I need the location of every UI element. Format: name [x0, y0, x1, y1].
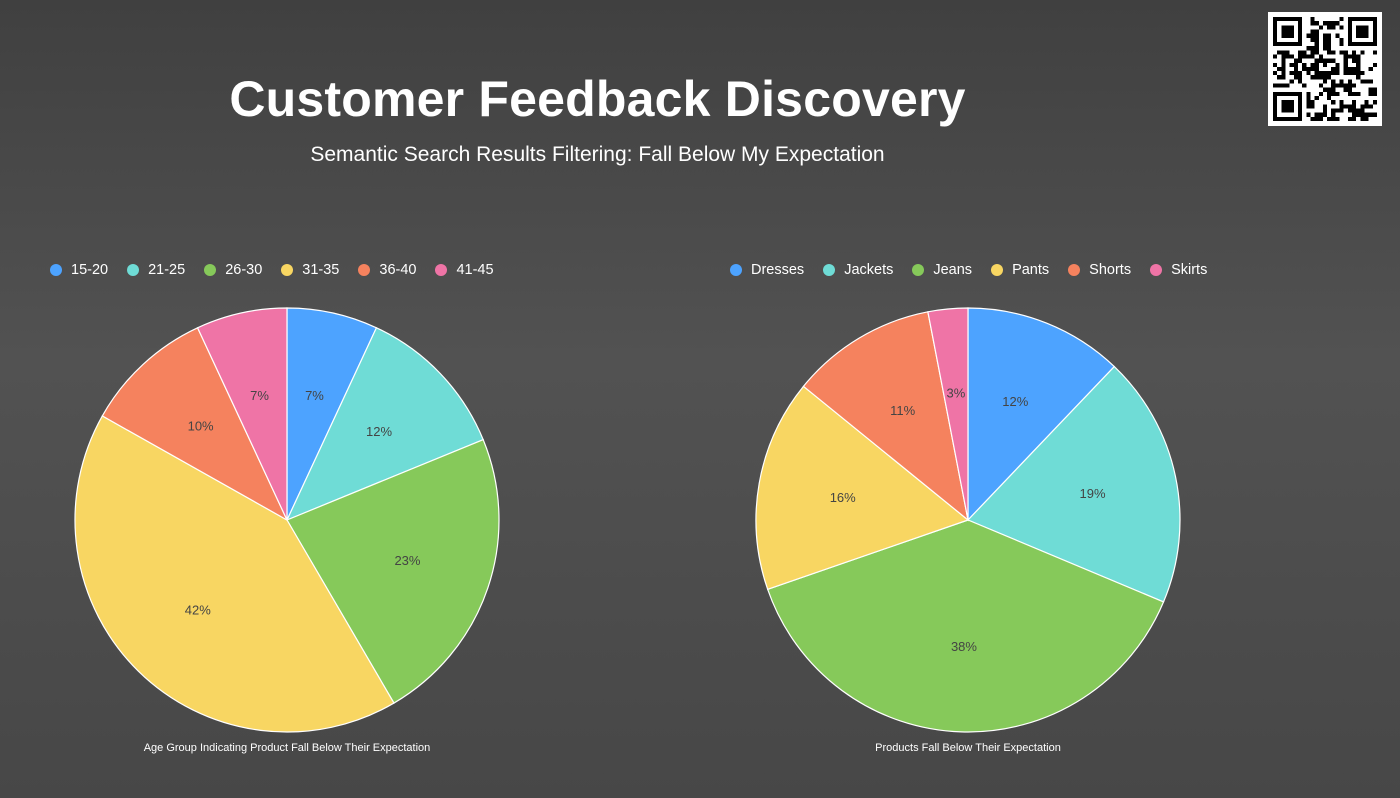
age-group-pie-chart: 15-20 21-25 26-30 31-35 36-40 41-45 7% 12% 23% 4…	[50, 255, 740, 775]
legend-swatch	[1150, 264, 1163, 276]
slice-value-label: 19%	[1079, 486, 1105, 501]
legend-swatch	[281, 264, 294, 276]
legend-item[interactable]: Pants	[991, 262, 1049, 278]
legend-label: 15-20	[71, 262, 109, 278]
legend-label: Dresses	[751, 262, 805, 278]
legend-swatch	[435, 264, 448, 276]
slice-value-label: 11%	[890, 403, 915, 418]
pie-slice-31-35[interactable]	[74, 415, 395, 733]
slice-value-label: 12%	[1002, 394, 1028, 409]
page-subtitle: Semantic Search Results Filtering: Fall …	[310, 143, 885, 166]
pie-slice-26-30[interactable]	[286, 438, 500, 704]
pie-slice-21-25[interactable]	[285, 326, 484, 522]
legend-label: 41-45	[456, 262, 494, 278]
legend-label: 21-25	[148, 262, 186, 278]
legend-swatch	[127, 264, 140, 276]
legend-item[interactable]: 15-20	[50, 262, 108, 278]
pie-slice-36-40[interactable]	[101, 326, 289, 522]
legend-item[interactable]: 26-30	[204, 262, 262, 278]
legend-label: 26-30	[225, 262, 263, 278]
pie-slice-jeans[interactable]	[766, 519, 1165, 733]
legend-label: Skirts	[1171, 262, 1208, 278]
legend-swatch	[730, 264, 742, 276]
legend-item[interactable]: Dresses	[730, 262, 804, 278]
slice-value-label: 23%	[394, 553, 420, 568]
slice-value-label: 3%	[947, 385, 966, 400]
legend-swatch	[50, 264, 62, 276]
chart-legend: 15-20 21-25 26-30 31-35 36-40 41-45	[50, 255, 740, 285]
legend-swatch	[358, 264, 371, 276]
pie-svg: 7% 12% 23% 42% 10% 7%	[74, 307, 500, 733]
legend-item[interactable]: 31-35	[281, 262, 339, 278]
legend-label: Pants	[1012, 262, 1050, 278]
pie-slice-shorts[interactable]	[802, 311, 969, 522]
legend-label: Jackets	[844, 262, 894, 278]
chart-legend: Dresses Jackets Jeans Pants Shorts Skirts	[730, 255, 1400, 285]
pie-slice-jackets[interactable]	[966, 365, 1181, 603]
slice-value-label: 38%	[951, 639, 977, 654]
pie-slice-pants[interactable]	[755, 385, 970, 591]
legend-label: Jeans	[933, 262, 973, 278]
legend-swatch	[823, 264, 836, 276]
pie-slice-41-45[interactable]	[196, 307, 288, 521]
legend-label: Shorts	[1089, 262, 1132, 278]
legend-swatch	[1068, 264, 1081, 276]
page-title: Customer Feedback Discovery	[229, 71, 966, 127]
legend-label: 31-35	[302, 262, 340, 278]
legend-item[interactable]: Shorts	[1068, 262, 1131, 278]
pie-svg: 12% 19% 38% 16% 11% 3%	[755, 307, 1181, 733]
chart-caption: Age Group Indicating Product Fall Below …	[143, 742, 431, 754]
slice-value-label: 7%	[305, 388, 324, 403]
pie-slice-skirts[interactable]	[927, 307, 969, 521]
qr-code-icon	[1268, 12, 1382, 126]
slice-value-label: 10%	[188, 419, 214, 434]
products-pie-chart: Dresses Jackets Jeans Pants Shorts Skirts 12%…	[730, 255, 1400, 775]
legend-item[interactable]: Jackets	[823, 262, 893, 278]
slice-value-label: 12%	[366, 424, 392, 439]
legend-item[interactable]: 41-45	[435, 262, 494, 278]
legend-item[interactable]: Jeans	[912, 262, 972, 278]
slice-value-label: 42%	[185, 603, 211, 618]
slice-value-label: 16%	[830, 490, 856, 505]
legend-item[interactable]: 36-40	[358, 262, 416, 278]
legend-swatch	[912, 264, 925, 276]
legend-swatch	[204, 264, 217, 276]
legend-swatch	[991, 264, 1004, 276]
legend-item[interactable]: 21-25	[127, 262, 185, 278]
legend-label: 36-40	[379, 262, 417, 278]
slice-value-label: 7%	[250, 388, 269, 403]
legend-item[interactable]: Skirts	[1150, 262, 1207, 278]
pie-slice-dresses[interactable]	[967, 307, 1116, 522]
chart-caption: Products Fall Below Their Expectation	[875, 742, 1061, 754]
